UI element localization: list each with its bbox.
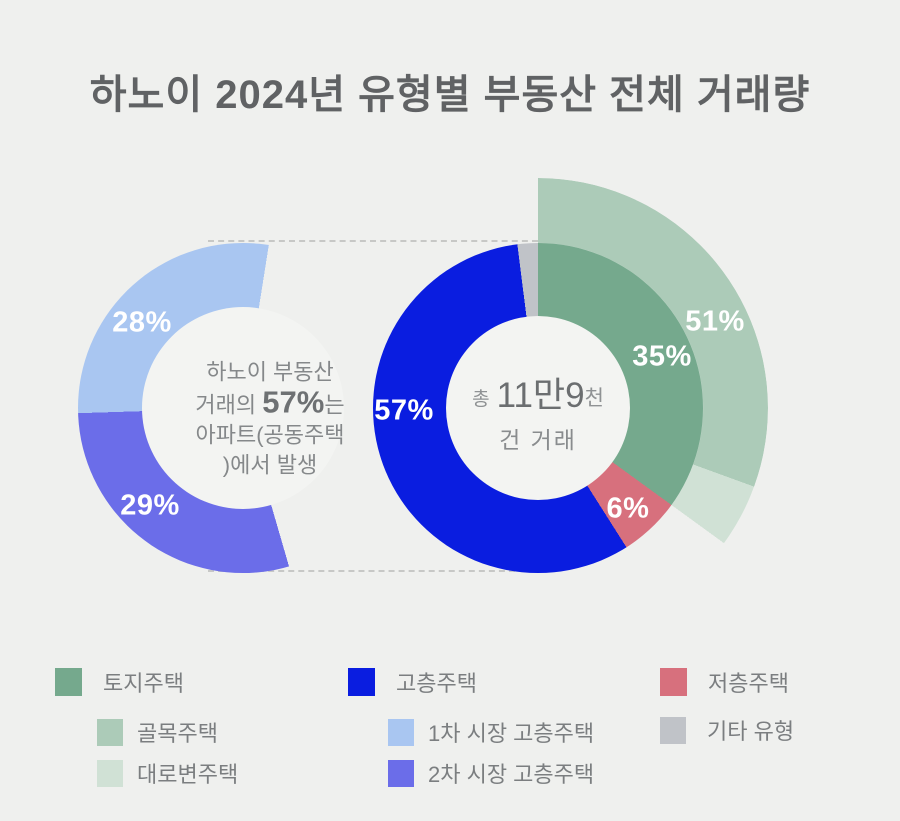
- legend-swatch-highrise: [348, 668, 375, 696]
- legend-swatch-land-house: [55, 668, 82, 696]
- legend-swatch-lowrise: [660, 668, 687, 696]
- legend-item-other: 기타 유형: [660, 714, 794, 746]
- slice-label-secondary-market-highrise: 29%: [120, 489, 180, 522]
- outer-ring-label: 51%: [685, 305, 745, 338]
- slice-label-land-house: 35%: [632, 340, 692, 373]
- legend-label-primary-market-highrise: 1차 시장 고층주택: [428, 721, 595, 746]
- legend-label-alley-house: 골목주택: [137, 721, 218, 746]
- callout-line2: 거래의 57%는: [195, 384, 345, 420]
- main-donut-hole: [446, 316, 630, 500]
- connector-dash-bottom: [208, 570, 535, 572]
- callout-57-percent: 57%: [262, 384, 325, 420]
- total-value: 11만9: [496, 376, 585, 415]
- legend-swatch-roadside-house: [97, 759, 123, 787]
- connector-dash-top: [208, 240, 538, 242]
- highrise-breakdown-donut-hole: [142, 307, 344, 509]
- total-line1: 총 11만9천: [472, 376, 604, 415]
- total-line2: 건 거래: [499, 427, 577, 453]
- slice-label-highrise: 57%: [374, 394, 434, 427]
- legend-item-primary-market-highrise: 1차 시장 고층주택: [388, 716, 594, 748]
- highrise-breakdown-callout: 하노이 부동산 거래의 57%는 아파트(공동주택 )에서 발생: [150, 358, 390, 481]
- legend-swatch-alley-house: [97, 718, 123, 746]
- legend-item-highrise: 고층주택: [348, 666, 477, 698]
- legend-item-lowrise: 저층주택: [660, 666, 789, 698]
- legend-swatch-other: [660, 716, 686, 744]
- slice-label-lowrise: 6%: [606, 492, 650, 525]
- legend-item-secondary-market-highrise: 2차 시장 고층주택: [388, 757, 594, 789]
- legend-label-other: 기타 유형: [707, 719, 795, 744]
- legend-label-highrise: 고층주택: [396, 671, 477, 696]
- legend-swatch-secondary-market-highrise: [388, 759, 414, 787]
- slice-label-primary-market-highrise: 28%: [112, 306, 172, 339]
- main-donut-center-total: 총 11만9천 건 거래: [472, 367, 604, 455]
- callout-line4: )에서 발생: [222, 452, 318, 478]
- legend-swatch-primary-market-highrise: [388, 718, 414, 746]
- callout-line1: 하노이 부동산: [206, 359, 334, 385]
- legend-item-roadside-house: 대로변주택: [97, 757, 238, 789]
- legend-item-land-house: 토지주택: [55, 666, 184, 698]
- legend-label-secondary-market-highrise: 2차 시장 고층주택: [428, 762, 595, 787]
- legend-label-lowrise: 저층주택: [708, 671, 789, 696]
- legend-label-roadside-house: 대로변주택: [137, 762, 239, 787]
- page-title: 하노이 2024년 유형별 부동산 전체 거래량: [89, 73, 811, 117]
- legend-item-alley-house: 골목주택: [97, 716, 218, 748]
- legend-label-land-house: 토지주택: [103, 671, 184, 696]
- callout-line3: 아파트(공동주택: [195, 422, 345, 448]
